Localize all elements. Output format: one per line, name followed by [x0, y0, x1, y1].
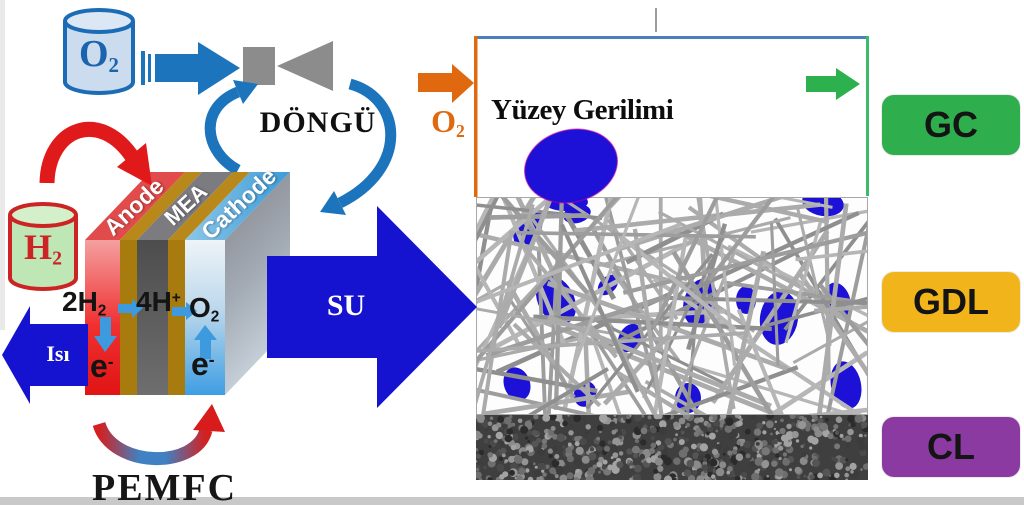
- cycle-arc-right-icon: [337, 78, 397, 208]
- cycle-label: DÖNGÜ: [259, 106, 377, 139]
- proton-flow-arrows: [94, 299, 217, 359]
- o2-rx-base: O: [189, 292, 211, 323]
- reaction-label-h2: 2H2: [62, 286, 106, 320]
- recirculation-arrowhead-icon: [193, 404, 225, 432]
- o2-inlet-label: O2: [420, 103, 476, 142]
- heat-arrow-label: Isı: [46, 341, 70, 366]
- o2-inlet-arrow-icon: [418, 64, 474, 103]
- legend-label-gdl: GDL: [913, 281, 989, 322]
- proton-arrow-1-icon: [118, 299, 143, 318]
- h2-rx-sub: 2: [97, 302, 107, 320]
- frame-edge: [0, 0, 5, 330]
- h2-feed-arrow-icon: [39, 122, 140, 184]
- h2-feed-arrowhead-icon: [117, 143, 152, 186]
- h2-tank-label: H2: [10, 226, 76, 271]
- e-cathode-sup: -: [208, 349, 215, 370]
- gas-channel-border-left: [474, 36, 478, 197]
- h2-rx-base: 2H: [62, 286, 98, 317]
- reaction-label-proton: 4H+: [136, 286, 181, 318]
- surface-tension-title: Yüzey Gerilimi: [491, 94, 674, 126]
- h2-tank: [8, 202, 78, 291]
- water-arrow: [267, 206, 477, 408]
- legend-label-cl: CL: [927, 426, 975, 467]
- recirculation-arrow-icon: [92, 421, 213, 465]
- h2-sub: 2: [52, 247, 62, 270]
- heat-arrow: [2, 306, 88, 404]
- o2-rx-sub: 2: [210, 308, 220, 326]
- proton-sup: +: [171, 289, 181, 307]
- electron-up-arrow-icon: [194, 325, 217, 340]
- gdl-texture: [476, 197, 868, 415]
- legend-chip-gc: GC: [882, 95, 1020, 155]
- e-anode-sup: -: [107, 351, 114, 372]
- compressor-icon: [243, 41, 333, 91]
- cycle-arc-left-icon: [204, 86, 241, 175]
- o2-feed-arrow: [141, 42, 240, 95]
- legend-label-gc: GC: [924, 104, 978, 145]
- cycle-arrowhead-down-icon: [320, 191, 346, 215]
- water-droplet: [523, 128, 619, 204]
- gas-channel-border-right: [866, 36, 869, 196]
- water-arrow-label: SU: [326, 289, 366, 322]
- legend-chip-cl: CL: [882, 417, 1020, 477]
- gas-channel-border-top: [475, 36, 869, 39]
- electron-label-anode: e-: [90, 348, 114, 385]
- pemfc-title: PEMFC: [92, 467, 238, 505]
- o2-sub: 2: [108, 52, 119, 77]
- outlet-arrow-icon: [806, 68, 860, 100]
- proton-arrow-2-icon: [172, 302, 197, 320]
- e-anode-base: e: [90, 348, 108, 384]
- reaction-label-o2: O2: [189, 292, 219, 326]
- o2-tank-label: O2: [66, 32, 132, 78]
- o2-inlet-base: O: [431, 103, 457, 139]
- o2-tank: [63, 8, 135, 95]
- cycle-arrowhead-up-icon: [233, 80, 258, 104]
- cl-texture: [476, 415, 868, 480]
- e-cathode-base: e: [191, 346, 209, 382]
- bottom-edge: [0, 497, 1024, 505]
- proton-base: 4H: [136, 286, 172, 317]
- artifact-mark: [655, 8, 657, 32]
- electron-down-arrow-icon: [100, 317, 111, 336]
- electron-label-cathode: e-: [191, 346, 215, 383]
- legend-chip-gdl: GDL: [882, 272, 1020, 332]
- o2-base: O: [78, 33, 109, 75]
- h2-base: H: [24, 227, 53, 267]
- o2-inlet-sub: 2: [456, 120, 465, 141]
